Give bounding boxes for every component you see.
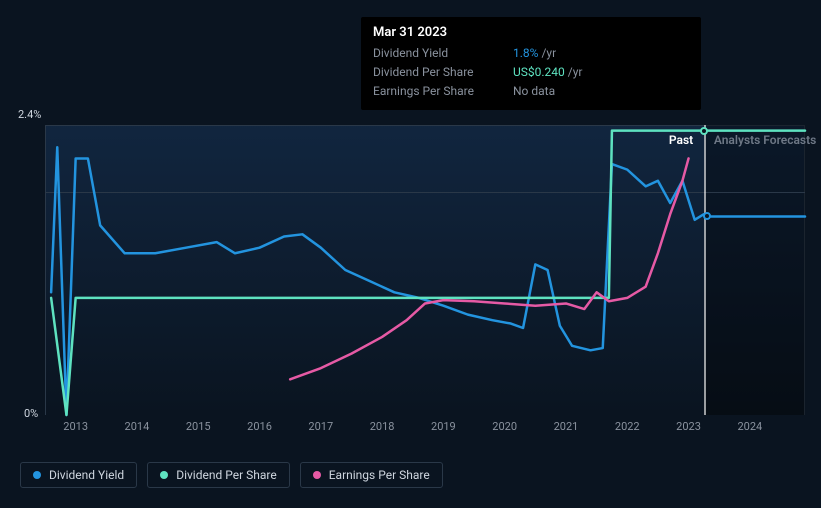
series-marker bbox=[703, 212, 711, 220]
series-line bbox=[51, 131, 805, 415]
series-line bbox=[290, 158, 688, 379]
tab-forecast[interactable]: Analysts Forecasts bbox=[714, 133, 816, 147]
series-line bbox=[51, 147, 805, 415]
x-tick: 2016 bbox=[247, 420, 272, 433]
series-marker bbox=[700, 127, 708, 135]
tooltip-row: Dividend Yield1.8%/yr bbox=[373, 44, 689, 63]
x-tick: 2020 bbox=[492, 420, 517, 433]
tooltip-row: Earnings Per ShareNo data bbox=[373, 82, 689, 101]
x-tick: 2024 bbox=[737, 420, 762, 433]
legend-dot bbox=[160, 471, 168, 479]
y-axis-label-min: 0% bbox=[24, 407, 38, 420]
x-tick: 2014 bbox=[125, 420, 150, 433]
x-tick: 2021 bbox=[554, 420, 579, 433]
x-tick: 2017 bbox=[308, 420, 333, 433]
tooltip-label: Dividend Yield bbox=[373, 44, 513, 63]
tooltip-label: Earnings Per Share bbox=[373, 82, 513, 101]
tooltip-unit: /yr bbox=[568, 65, 583, 79]
tab-past[interactable]: Past bbox=[669, 133, 693, 147]
chart-tooltip: Mar 31 2023 Dividend Yield1.8%/yrDividen… bbox=[361, 17, 701, 110]
chart-legend: Dividend Yield Dividend Per Share Earnings… bbox=[20, 462, 443, 488]
plot-area bbox=[45, 125, 805, 415]
tooltip-row: Dividend Per ShareUS$0.240/yr bbox=[373, 63, 689, 82]
legend-dot bbox=[313, 471, 321, 479]
tooltip-value: 1.8%/yr bbox=[513, 44, 556, 63]
dividend-chart: Mar 31 2023 Dividend Yield1.8%/yrDividen… bbox=[0, 0, 821, 508]
x-tick: 2019 bbox=[431, 420, 456, 433]
y-axis-label-max: 2.4% bbox=[18, 108, 41, 121]
x-tick: 2015 bbox=[186, 420, 211, 433]
legend-dot bbox=[33, 471, 41, 479]
x-tick: 2018 bbox=[370, 420, 395, 433]
tooltip-value: US$0.240/yr bbox=[513, 63, 583, 82]
tooltip-value: No data bbox=[513, 82, 558, 101]
legend-item[interactable]: Earnings Per Share bbox=[300, 462, 443, 488]
x-tick: 2022 bbox=[615, 420, 640, 433]
legend-item[interactable]: Dividend Per Share bbox=[147, 462, 290, 488]
x-tick: 2023 bbox=[676, 420, 701, 433]
tooltip-label: Dividend Per Share bbox=[373, 63, 513, 82]
legend-item[interactable]: Dividend Yield bbox=[20, 462, 137, 488]
x-tick: 2013 bbox=[63, 420, 88, 433]
chart-lines bbox=[45, 125, 805, 415]
legend-label: Dividend Yield bbox=[49, 468, 124, 482]
tooltip-date: Mar 31 2023 bbox=[373, 25, 689, 40]
x-axis: 2013 2014 2015 2016 2017 2018 2019 2020 2021 2022… bbox=[45, 420, 805, 440]
legend-label: Dividend Per Share bbox=[176, 468, 277, 482]
past-forecast-divider bbox=[704, 125, 706, 415]
tooltip-unit: /yr bbox=[541, 46, 556, 60]
legend-label: Earnings Per Share bbox=[329, 468, 430, 482]
